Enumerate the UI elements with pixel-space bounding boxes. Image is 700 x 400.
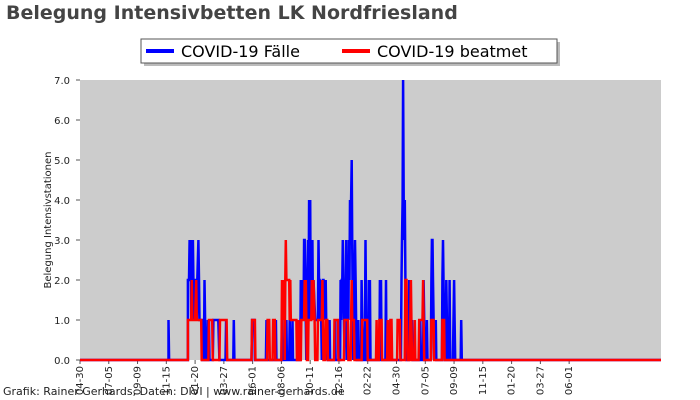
y-axis: 0.0 1.0 2.0 3.0 4.0 5.0 6.0 7.0 [54, 76, 80, 367]
x-tick-label: 07-05 [104, 366, 115, 395]
legend: COVID-19 Fälle COVID-19 beatmet [140, 38, 560, 66]
x-tick-label: 11-15 [161, 366, 172, 395]
y-tick-label: 1.0 [54, 316, 70, 327]
x-tick-label: 04-30 [75, 366, 86, 395]
y-tick-label: 7.0 [54, 76, 70, 87]
legend-label-cases: COVID-19 Fälle [181, 42, 300, 61]
y-tick-label: 6.0 [54, 116, 70, 127]
y-axis-title: Belegung Intensivstationen [43, 151, 54, 288]
legend-label-ventilated: COVID-19 beatmet [377, 42, 527, 61]
x-tick-label: 01-20 [507, 366, 518, 395]
x-tick-label: 09-09 [449, 366, 460, 395]
chart-title: Belegung Intensivbetten LK Nordfriesland [6, 2, 458, 24]
x-tick-label: 02-22 [363, 366, 374, 395]
credit-text: Grafik: Rainer Gerhards, Daten: DIVI | w… [3, 385, 345, 398]
y-tick-label: 3.0 [54, 236, 70, 247]
x-tick-label: 03-27 [535, 366, 546, 395]
x-tick-label: 09-09 [133, 366, 144, 395]
x-tick-label: 10-11 [305, 366, 316, 395]
x-tick-label: 11-15 [478, 366, 489, 395]
x-tick-label: 12-16 [334, 366, 345, 395]
y-tick-label: 2.0 [54, 276, 70, 287]
series-layer [80, 79, 661, 362]
y-tick-label: 4.0 [54, 196, 70, 207]
y-tick-label: 0.0 [54, 356, 70, 367]
x-tick-label: 06-01 [248, 366, 259, 395]
series-line-ventilated [80, 239, 661, 362]
x-tick-label: 03-27 [219, 366, 230, 395]
x-axis: 04-30 07-05 09-09 11-15 01-20 03-27 06-01 08-06… [75, 360, 575, 395]
x-tick-label: 06-01 [564, 366, 575, 395]
y-tick-label: 5.0 [54, 156, 70, 167]
x-tick-label: 07-05 [420, 366, 431, 395]
x-tick-label: 01-20 [190, 366, 201, 395]
x-tick-label: 08-06 [276, 366, 287, 395]
x-tick-label: 04-30 [392, 366, 403, 395]
